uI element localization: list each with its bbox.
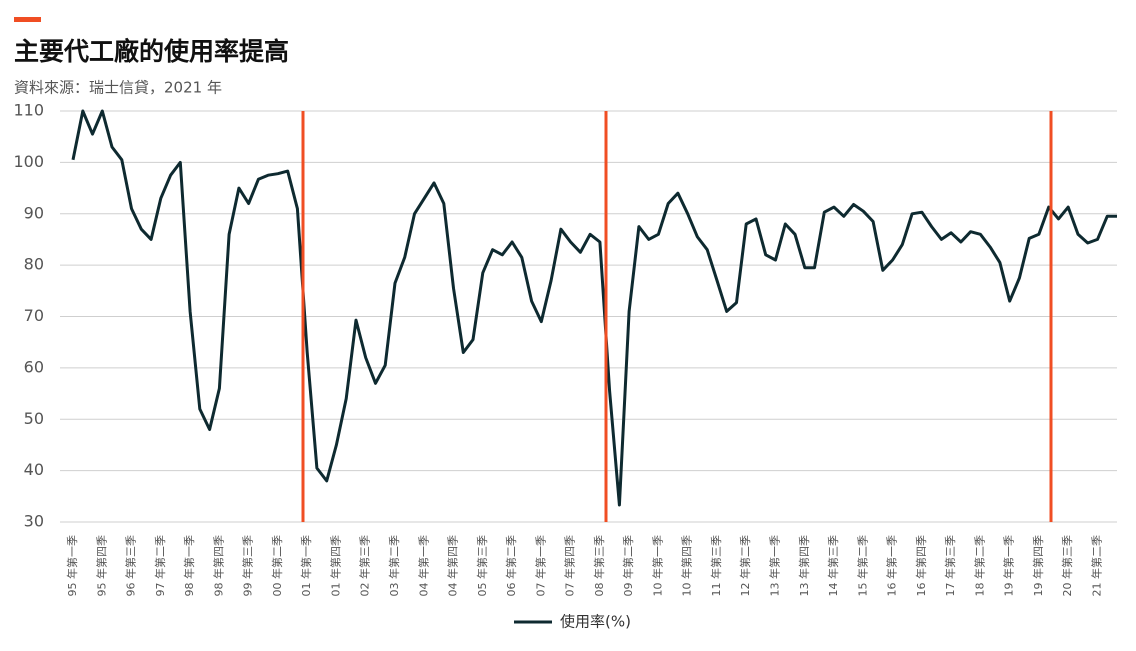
- x-tick-label: 98 年第一季: [182, 535, 196, 597]
- x-tick-label: 02 年第三季: [358, 535, 372, 597]
- y-tick-label: 70: [24, 306, 44, 325]
- x-tick-label: 07 年第一季: [533, 535, 547, 597]
- chart-subtitle: 資料來源：瑞士信貸，2021 年: [14, 79, 222, 97]
- y-tick-label: 50: [24, 409, 44, 428]
- x-tick-label: 98 年第四季: [211, 535, 225, 597]
- x-tick-label: 08 年第三季: [592, 535, 606, 597]
- x-tick-label: 16 年第四季: [914, 535, 928, 597]
- x-tick-label: 20 年第三季: [1060, 535, 1074, 597]
- y-tick-label: 110: [13, 101, 44, 120]
- x-tick-label: 12 年第二季: [738, 535, 752, 597]
- x-tick-label: 04 年第一季: [416, 535, 430, 597]
- x-tick-label: 95 年第四季: [94, 535, 108, 597]
- x-tick-label: 16 年第一季: [885, 535, 899, 597]
- chart-title: 主要代工廠的使用率提高: [14, 37, 289, 66]
- x-tick-label: 19 年第四季: [1031, 535, 1045, 597]
- data-line: [71, 109, 1117, 507]
- y-tick-label: 60: [24, 357, 44, 376]
- x-tick-label: 10 年第四季: [680, 535, 694, 597]
- x-tick-label: 06 年第二季: [504, 535, 518, 597]
- x-tick-label: 07 年第四季: [563, 535, 577, 597]
- x-tick-label: 03 年第二季: [387, 535, 401, 597]
- legend-label: 使用率(%): [560, 613, 631, 631]
- x-tick-label: 19 年第一季: [1002, 535, 1016, 597]
- y-tick-label: 100: [13, 152, 44, 171]
- x-tick-label: 10 年第一季: [650, 535, 664, 597]
- x-tick-label: 11 年第三季: [709, 535, 723, 597]
- y-tick-label: 30: [24, 512, 44, 531]
- x-tick-label: 17 年第三季: [943, 535, 957, 597]
- x-tick-label: 09 年第二季: [621, 535, 635, 597]
- x-tick-label: 14 年第三季: [826, 535, 840, 597]
- x-tick-label: 00 年第二季: [270, 535, 284, 597]
- x-tick-label: 18 年第二季: [972, 535, 986, 597]
- x-tick-label: 96 年第三季: [124, 535, 138, 597]
- x-tick-label: 21 年第二季: [1089, 535, 1103, 597]
- x-tick-label: 13 年第一季: [768, 535, 782, 597]
- x-tick-label: 01 年第一季: [299, 535, 313, 597]
- x-tick-label: 99 年第三季: [241, 535, 255, 597]
- x-tick-label: 05 年第三季: [475, 535, 489, 597]
- plot-area: 30 40 50 60 70 80 90 100 110 95 年第一季 95 年第四季 96 年第三…: [13, 101, 1117, 631]
- x-tick-label: 13 年第四季: [797, 535, 811, 597]
- accent-bar: [14, 17, 41, 22]
- y-tick-label: 40: [24, 460, 44, 479]
- x-tick-label: 01 年第四季: [328, 535, 342, 597]
- x-tick-label: 15 年第二季: [855, 535, 869, 597]
- y-tick-label: 80: [24, 255, 44, 274]
- x-tick-label: 04 年第四季: [446, 535, 460, 597]
- y-tick-label: 90: [24, 203, 44, 222]
- x-tick-label: 97 年第二季: [153, 535, 167, 597]
- x-tick-label: 95 年第一季: [65, 535, 79, 597]
